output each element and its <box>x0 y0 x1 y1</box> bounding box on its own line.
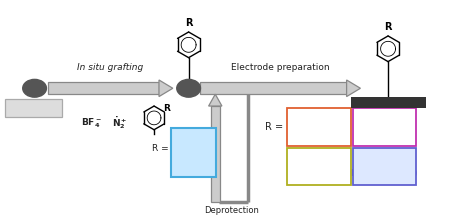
Text: Carboxy: Carboxy <box>365 130 403 139</box>
Text: TMS: TMS <box>182 163 205 173</box>
Text: —NO₂: —NO₂ <box>304 157 334 167</box>
Text: Electrode preparation: Electrode preparation <box>231 64 330 72</box>
Text: In situ grafting: In situ grafting <box>77 64 144 72</box>
Polygon shape <box>159 80 173 97</box>
FancyBboxPatch shape <box>287 148 351 185</box>
Ellipse shape <box>177 79 201 97</box>
Text: |: | <box>192 152 195 163</box>
Text: —Si—: —Si— <box>176 143 210 154</box>
Text: R: R <box>163 104 170 112</box>
Bar <box>48 82 159 94</box>
Text: Amino: Amino <box>304 130 334 139</box>
Text: R: R <box>384 22 392 32</box>
FancyBboxPatch shape <box>287 108 351 146</box>
FancyBboxPatch shape <box>171 128 216 177</box>
Text: $\mathbf{\dot{N}_2^+}$: $\mathbf{\dot{N}_2^+}$ <box>112 115 127 131</box>
Text: Ethynyl (TMS): Ethynyl (TMS) <box>351 169 418 178</box>
Text: |: | <box>192 134 195 145</box>
Text: R: R <box>185 18 192 28</box>
Bar <box>201 82 346 94</box>
Polygon shape <box>346 80 360 97</box>
Text: R =: R = <box>152 144 169 153</box>
Polygon shape <box>209 94 222 106</box>
Text: $\mathbf{BF_4^-}$: $\mathbf{BF_4^-}$ <box>82 116 102 130</box>
FancyBboxPatch shape <box>353 148 416 185</box>
Text: —NH₂: —NH₂ <box>304 118 334 128</box>
FancyBboxPatch shape <box>6 99 62 117</box>
Bar <box>211 106 220 202</box>
Bar <box>351 97 426 108</box>
FancyBboxPatch shape <box>353 108 416 146</box>
Text: R =: R = <box>265 122 283 132</box>
Text: Deprotection: Deprotection <box>204 206 258 215</box>
Text: —≡: —≡ <box>370 156 392 169</box>
Ellipse shape <box>23 79 46 97</box>
Text: Graphite: Graphite <box>15 104 52 112</box>
Text: Nitro: Nitro <box>307 169 331 178</box>
Text: —COOH: —COOH <box>363 118 405 128</box>
